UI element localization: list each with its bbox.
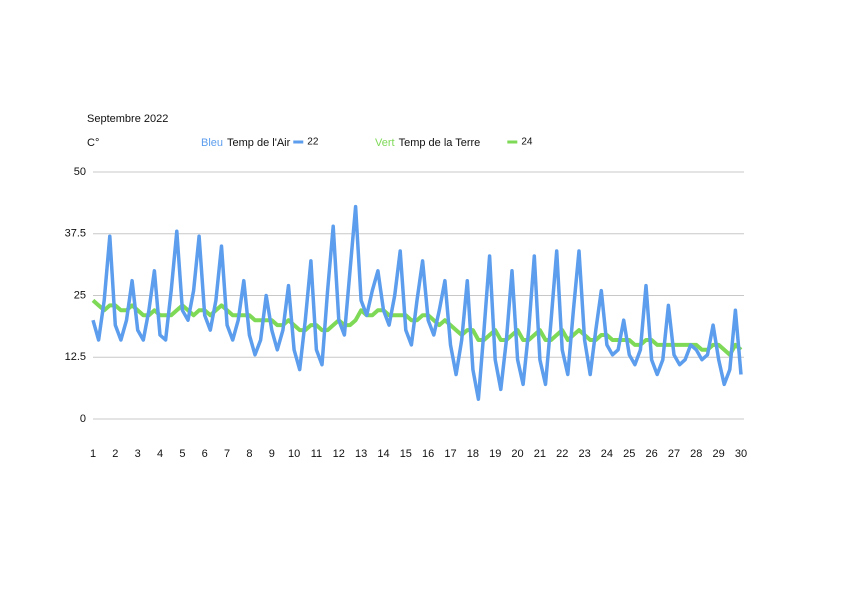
y-axis-label: C°	[87, 137, 99, 149]
x-tick-label: 18	[467, 448, 479, 460]
legend-prefix: Vert	[375, 137, 395, 149]
x-tick-label: 28	[690, 448, 702, 460]
x-tick-label: 21	[534, 448, 546, 460]
x-tick-label: 22	[556, 448, 568, 460]
x-tick-label: 9	[269, 448, 275, 460]
legend-label: Temp de l'Air	[227, 137, 291, 149]
legend-value: 22	[307, 137, 319, 148]
x-tick-label: 27	[668, 448, 680, 460]
x-tick-label: 29	[713, 448, 725, 460]
x-tick-label: 5	[179, 448, 185, 460]
x-tick-label: 26	[645, 448, 657, 460]
x-tick-label: 4	[157, 448, 163, 460]
y-tick-label: 37.5	[65, 228, 86, 240]
x-tick-label: 19	[489, 448, 501, 460]
x-tick-label: 3	[135, 448, 141, 460]
legend-label: Temp de la Terre	[399, 137, 481, 149]
x-tick-label: 17	[444, 448, 456, 460]
x-tick-label: 2	[112, 448, 118, 460]
x-tick-label: 12	[333, 448, 345, 460]
x-tick-label: 25	[623, 448, 635, 460]
y-tick-label: 12.5	[65, 351, 86, 363]
x-tick-label: 13	[355, 448, 367, 460]
x-tick-label: 1	[90, 448, 96, 460]
x-tick-label: 11	[311, 448, 322, 460]
x-tick-label: 23	[578, 448, 590, 460]
legend-value: 24	[521, 137, 533, 148]
y-tick-label: 0	[80, 413, 86, 425]
y-tick-label: 50	[74, 166, 86, 178]
y-tick-label: 25	[74, 289, 86, 301]
series-line	[91, 298, 743, 357]
x-tick-label: 6	[202, 448, 208, 460]
chart-title: Septembre 2022	[87, 113, 168, 125]
legend-prefix: Bleu	[201, 137, 223, 149]
x-tick-label: 15	[400, 448, 412, 460]
x-tick-label: 24	[601, 448, 613, 460]
x-tick-label: 20	[511, 448, 523, 460]
x-tick-label: 7	[224, 448, 230, 460]
x-tick-label: 8	[246, 448, 252, 460]
x-tick-label: 30	[735, 448, 747, 460]
x-tick-label: 10	[288, 448, 300, 460]
series-line	[91, 204, 743, 401]
x-tick-label: 14	[377, 448, 389, 460]
x-tick-label: 16	[422, 448, 434, 460]
